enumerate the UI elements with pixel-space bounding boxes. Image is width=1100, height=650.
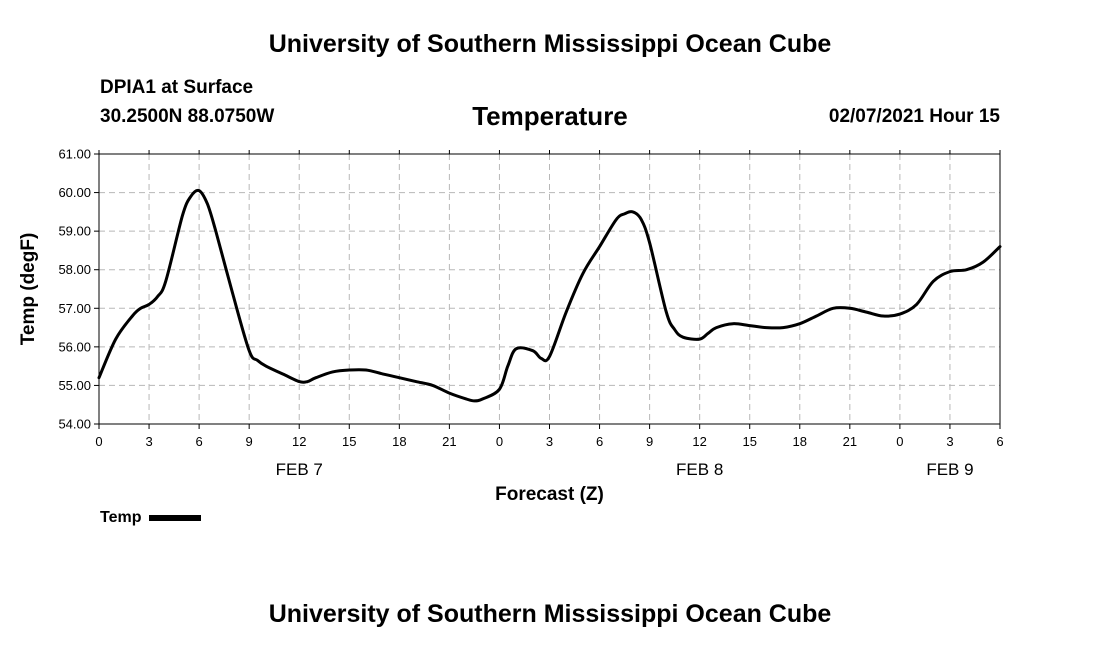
x-tick-label: 3: [145, 434, 152, 449]
y-tick-label: 61.00: [58, 147, 91, 162]
x-tick-label: 18: [793, 434, 807, 449]
x-tick-label: 6: [996, 434, 1003, 449]
y-tick-label: 58.00: [58, 262, 91, 277]
y-tick-label: 57.00: [58, 301, 91, 316]
day-label: FEB 8: [676, 460, 723, 479]
day-label: FEB 7: [276, 460, 323, 479]
x-tick-label: 0: [896, 434, 903, 449]
x-axis-label: Forecast (Z): [495, 484, 604, 505]
x-tick-label: 0: [496, 434, 503, 449]
x-tick-label: 21: [442, 434, 456, 449]
x-tick-label: 15: [342, 434, 356, 449]
x-tick-label: 0: [95, 434, 102, 449]
y-tick-label: 56.00: [58, 339, 91, 354]
x-tick-label: 3: [946, 434, 953, 449]
header-title: University of Southern Mississippi Ocean…: [268, 30, 832, 58]
y-axis-label: Temp (degF): [18, 233, 39, 346]
y-tick-label: 54.00: [58, 417, 91, 432]
x-tick-label: 9: [646, 434, 653, 449]
x-tick-label: 18: [392, 434, 406, 449]
x-tick-label: 9: [246, 434, 253, 449]
legend-label: Temp: [100, 509, 142, 526]
plot-frame: [98, 153, 1001, 425]
series-line-temp: [97, 188, 1002, 403]
y-tick-label: 55.00: [58, 378, 91, 393]
x-tick-label: 15: [742, 434, 756, 449]
x-tick-label: 6: [596, 434, 603, 449]
y-tick-label: 60.00: [58, 185, 91, 200]
x-tick-label: 12: [292, 434, 306, 449]
x-tick-label: 3: [546, 434, 553, 449]
plot-title: Temperature: [472, 101, 628, 131]
forecast-time: 02/07/2021 Hour 15: [828, 106, 1000, 127]
x-tick-label: 12: [692, 434, 706, 449]
day-label: FEB 9: [926, 460, 973, 479]
x-tick-label: 6: [195, 434, 202, 449]
station-coordinates: 30.2500N 88.0750W: [100, 106, 275, 127]
station-name: DPIA1 at Surface: [100, 77, 254, 98]
x-tick-label: 21: [843, 434, 857, 449]
legend: Temp: [100, 509, 202, 527]
footer-title: University of Southern Mississippi Ocean…: [268, 600, 832, 628]
legend-line-swatch: [149, 515, 202, 521]
y-tick-label: 59.00: [58, 224, 91, 239]
